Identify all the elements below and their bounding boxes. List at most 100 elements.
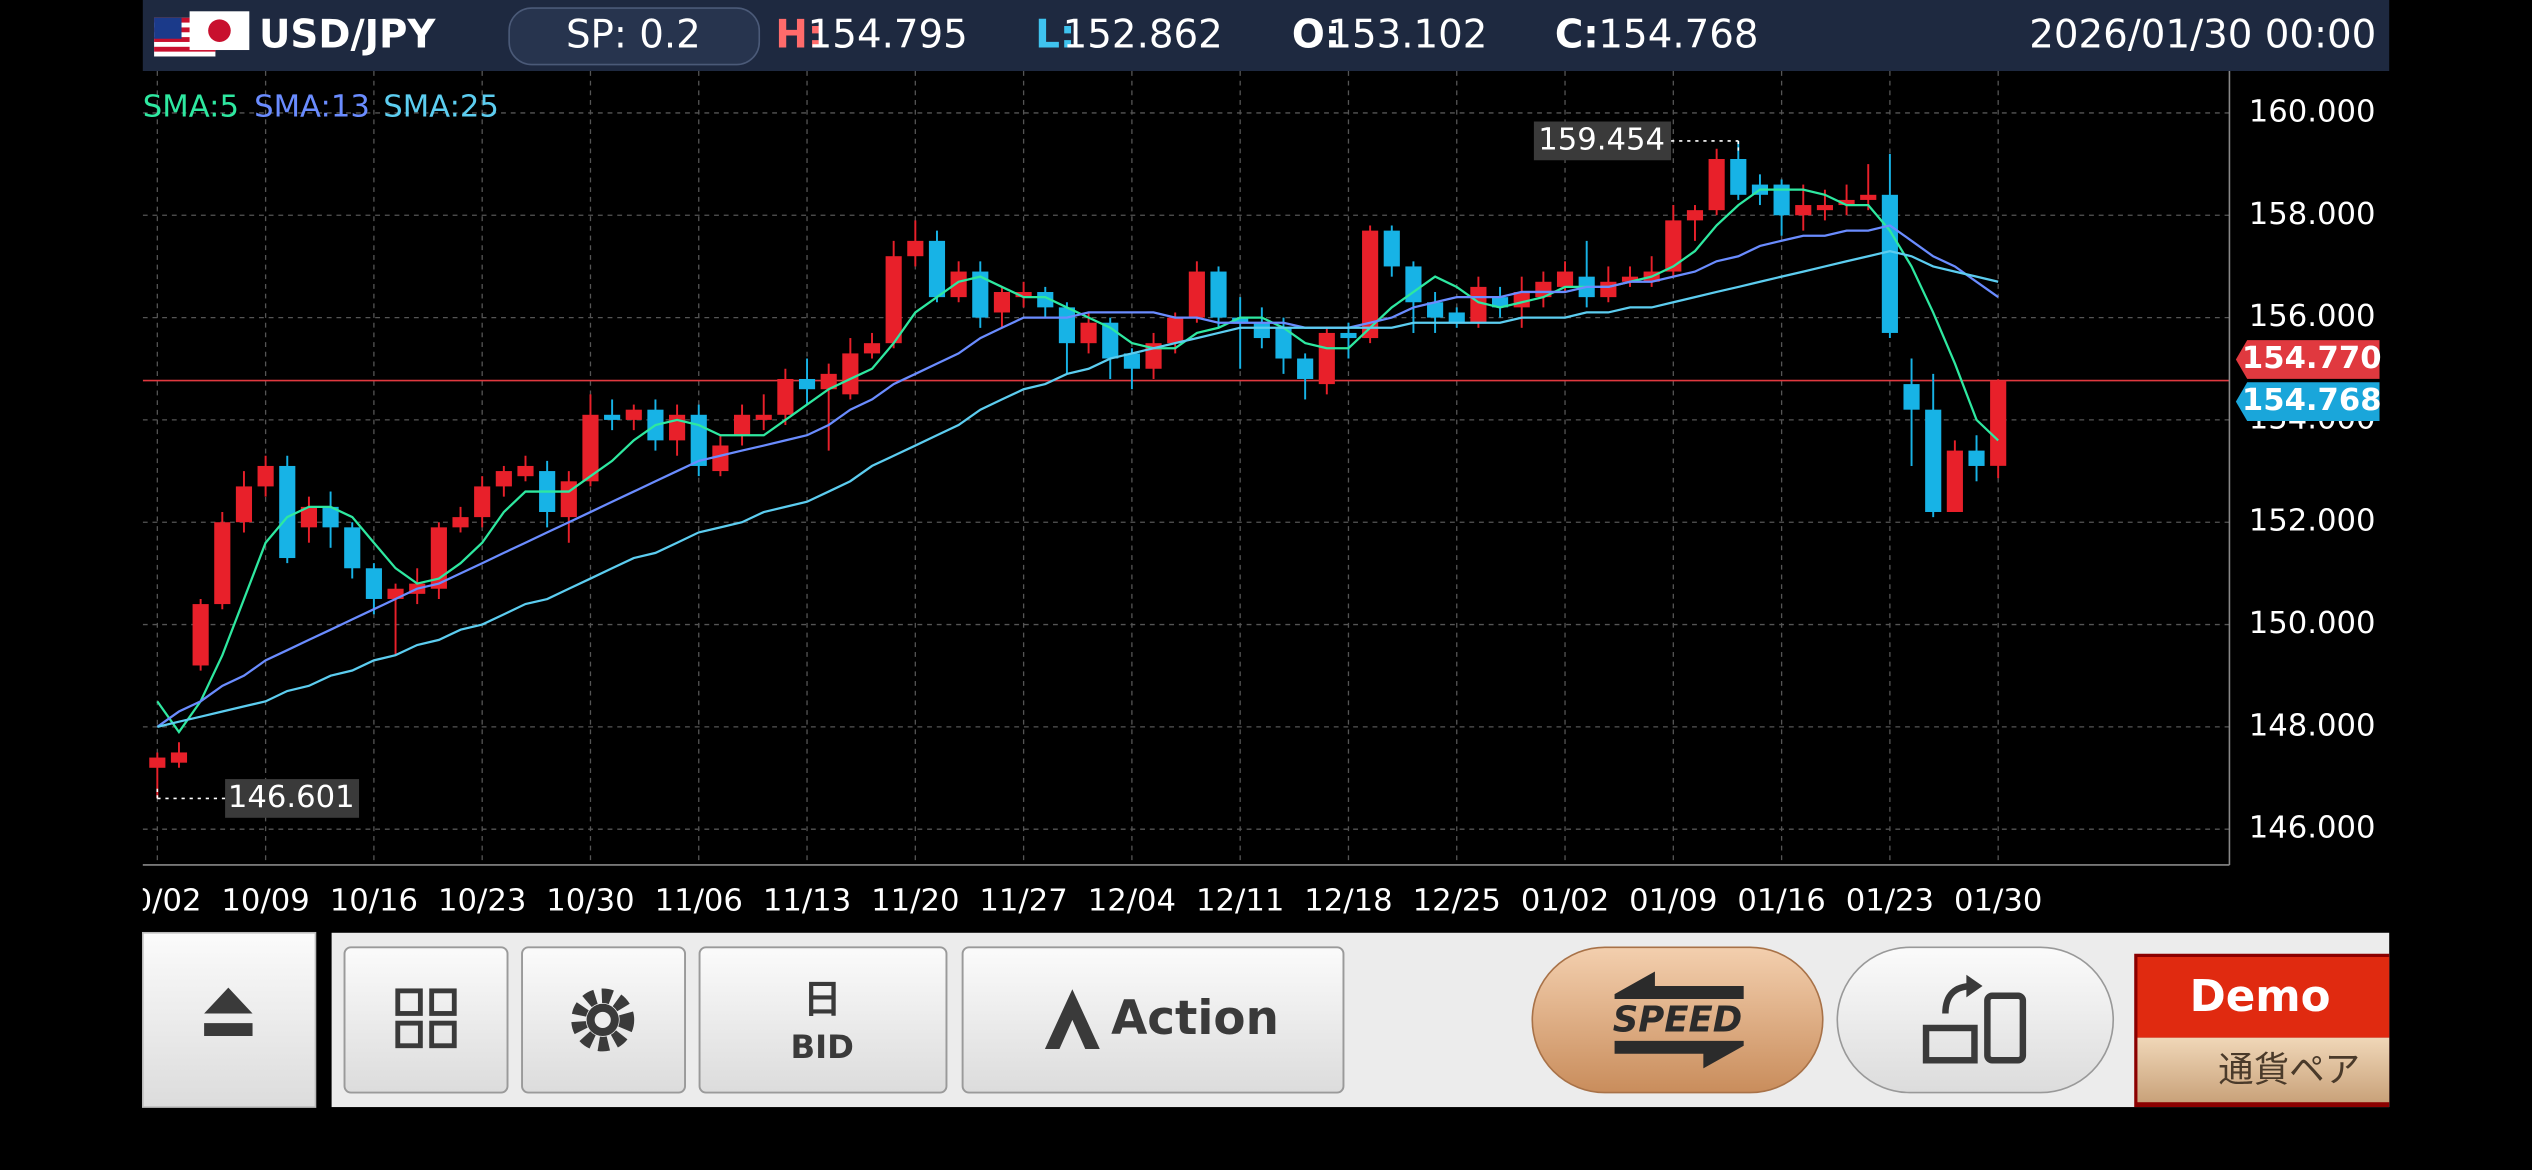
y-tick-label: 152.000 bbox=[2249, 504, 2376, 539]
candle-body bbox=[712, 445, 729, 472]
candle-body bbox=[820, 373, 837, 390]
rotate-button[interactable] bbox=[1836, 946, 2115, 1094]
candle-body bbox=[1925, 409, 1942, 512]
candle-body bbox=[733, 414, 751, 436]
candle-body bbox=[1708, 159, 1725, 211]
x-tick-label: 01/16 bbox=[1737, 884, 1825, 919]
candle-body bbox=[1816, 205, 1833, 211]
candle-body bbox=[1275, 327, 1292, 359]
action-button[interactable]: Action bbox=[961, 946, 1345, 1094]
timeframe-button[interactable]: 日 BID bbox=[698, 946, 948, 1094]
candle-body bbox=[669, 414, 686, 441]
demo-button[interactable]: Demo 通貨ペア bbox=[2134, 953, 2390, 1108]
candle-body bbox=[885, 256, 902, 344]
x-tick-label: 11/06 bbox=[655, 884, 743, 919]
sma-line bbox=[157, 249, 1999, 728]
stat-key: C: bbox=[1555, 13, 1599, 58]
y-tick-label: 150.000 bbox=[2249, 606, 2376, 641]
candle-body bbox=[1188, 271, 1205, 318]
y-tick-label: 148.000 bbox=[2249, 708, 2376, 743]
candle-body bbox=[1318, 332, 1335, 385]
x-tick-label: 01/09 bbox=[1629, 884, 1717, 919]
stat-key: O: bbox=[1292, 13, 1340, 58]
candle-body bbox=[1058, 307, 1075, 344]
max-box bbox=[1533, 121, 1672, 161]
candle-body bbox=[972, 271, 989, 318]
candle-body bbox=[1968, 450, 1985, 466]
candle-body bbox=[1946, 450, 1963, 512]
price-tag bbox=[2235, 382, 2380, 421]
x-tick-label: 11/13 bbox=[763, 884, 851, 919]
stat-value: 153.102 bbox=[1327, 13, 1487, 58]
candle-body bbox=[1600, 281, 1617, 298]
x-tick-label: 12/18 bbox=[1304, 884, 1392, 919]
candle-body bbox=[1167, 317, 1184, 344]
candle-body bbox=[235, 486, 253, 523]
candle-body bbox=[755, 414, 772, 420]
candle-body bbox=[1448, 312, 1465, 323]
candle-body bbox=[1665, 220, 1682, 272]
collapse-button[interactable] bbox=[141, 931, 317, 1108]
candle-body bbox=[192, 604, 209, 666]
candle-body bbox=[1621, 276, 1639, 282]
candle-body bbox=[430, 527, 447, 589]
candle-body bbox=[1383, 230, 1400, 267]
price-tag-label: 154.770 bbox=[2242, 341, 2382, 376]
x-tick-label: 10/16 bbox=[330, 884, 418, 919]
candle-body bbox=[1990, 380, 2007, 466]
x-tick-label: 10/09 bbox=[221, 884, 309, 919]
candle-body bbox=[365, 568, 382, 599]
candle-body bbox=[170, 752, 188, 763]
candle-body bbox=[387, 588, 404, 599]
pair: USD/JPY bbox=[259, 13, 436, 58]
pair-select-label: 通貨ペア bbox=[2218, 1050, 2360, 1091]
layout-button[interactable] bbox=[343, 946, 509, 1094]
candle-body bbox=[690, 414, 707, 466]
candle-body bbox=[928, 240, 946, 298]
candle-body bbox=[1535, 281, 1552, 298]
min-label: 146.601 bbox=[228, 780, 355, 815]
candle-body bbox=[300, 506, 317, 528]
candle-body bbox=[1903, 384, 1920, 410]
legend-entry: SMA:13 bbox=[254, 90, 370, 125]
candle-body bbox=[279, 465, 296, 559]
y-tick-label: 160.000 bbox=[2249, 94, 2376, 129]
action-label: Action bbox=[1111, 992, 1279, 1046]
candle-body bbox=[517, 465, 534, 477]
speed-button[interactable]: SPEED bbox=[1531, 946, 1824, 1094]
demo-label: Demo bbox=[2190, 972, 2331, 1022]
x-tick-label: 11/20 bbox=[871, 884, 959, 919]
candle-body bbox=[495, 471, 512, 487]
candle-body bbox=[1210, 271, 1227, 318]
y-tick-label: 158.000 bbox=[2249, 197, 2376, 232]
min-box bbox=[225, 779, 360, 818]
flag bbox=[154, 11, 250, 57]
stat-value: 154.768 bbox=[1598, 13, 1758, 58]
candle-body bbox=[149, 757, 166, 768]
x-tick-label: 12/25 bbox=[1413, 884, 1501, 919]
candle-body bbox=[344, 527, 361, 569]
candle-body bbox=[1297, 358, 1314, 379]
candle-body bbox=[863, 343, 881, 354]
candle-body bbox=[1730, 159, 1747, 195]
candle-body bbox=[842, 353, 859, 395]
timeframe: 日 bbox=[803, 978, 842, 1023]
candle-body bbox=[214, 522, 231, 605]
candle-body bbox=[950, 271, 967, 298]
price-tag bbox=[2235, 340, 2380, 379]
sma-line bbox=[156, 188, 1999, 734]
candle-body bbox=[777, 378, 794, 415]
spread: SP: 0.2 bbox=[566, 13, 701, 58]
settings-button[interactable] bbox=[521, 946, 687, 1094]
stat-value: 152.862 bbox=[1063, 13, 1223, 58]
chart: 10/02 10/09 10/16 10/23 10/30 11/06 11/13 11/20… bbox=[142, 71, 2382, 919]
candle-body bbox=[1838, 199, 1855, 206]
candle-body bbox=[798, 378, 816, 390]
x-tick-label: 11/27 bbox=[979, 884, 1067, 919]
candle-body bbox=[1773, 184, 1790, 216]
candle-body bbox=[1860, 194, 1877, 200]
candle-body bbox=[1232, 317, 1249, 323]
plot: 10/02 10/09 10/16 10/23 10/30 11/06 11/13 11/20… bbox=[142, 71, 2230, 919]
